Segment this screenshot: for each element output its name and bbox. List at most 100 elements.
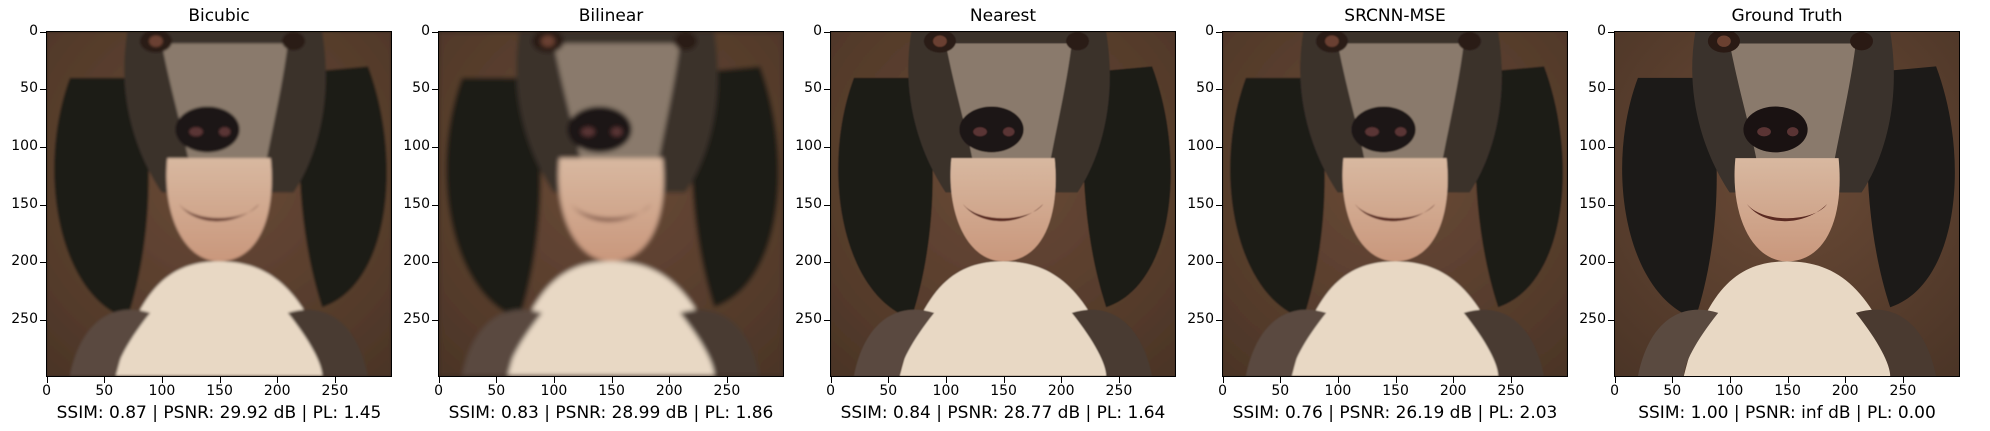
y-tick-label: 150 xyxy=(1579,195,1606,212)
y-tick-mark xyxy=(1216,89,1222,91)
metrics-caption: SSIM: 0.83 | PSNR: 28.99 dB | PL: 1.86 xyxy=(448,403,774,423)
y-tick-mark xyxy=(824,31,830,33)
y-tick-mark xyxy=(432,146,438,148)
y-tick-label: 250 xyxy=(403,310,430,327)
x-tick-label: 0 xyxy=(434,383,444,399)
x-tick-mark xyxy=(219,377,221,383)
x-tick-mark xyxy=(1672,377,1674,383)
y-tick-label: 50 xyxy=(1196,80,1214,97)
y-tick-mark xyxy=(1608,89,1614,91)
y-tick-label: 200 xyxy=(403,253,430,270)
x-tick-label: 250 xyxy=(1105,383,1133,399)
x-tick-mark xyxy=(1222,377,1224,383)
y-tick-mark xyxy=(40,319,46,321)
panel-nearest: Nearest 0 50 100 150 200 250 0 50 100 150 2 xyxy=(784,0,1176,431)
y-tick-label: 0 xyxy=(29,22,38,39)
x-tick-label: 150 xyxy=(1774,383,1801,399)
y-tick-mark xyxy=(432,89,438,91)
y-tick-mark xyxy=(432,319,438,321)
x-tick-mark xyxy=(830,377,832,383)
y-tick-mark xyxy=(1608,146,1614,148)
x-tick-label: 50 xyxy=(1271,383,1290,399)
x-tick-mark xyxy=(1395,377,1397,383)
y-tick-label: 200 xyxy=(11,253,38,270)
y-tick-label: 0 xyxy=(813,22,822,39)
y-tick-label: 0 xyxy=(421,22,430,39)
x-tick-label: 250 xyxy=(1889,383,1917,399)
x-tick-mark xyxy=(1337,377,1339,383)
x-tick-label: 200 xyxy=(1831,383,1859,399)
x-tick-mark xyxy=(1729,377,1731,383)
panel-bicubic: Bicubic 0 50 100 150 200 250 0 50 100 150 2 xyxy=(0,0,392,431)
y-tick-mark xyxy=(1216,204,1222,206)
y-tick-mark xyxy=(40,204,46,206)
y-tick-label: 100 xyxy=(795,137,822,154)
y-tick-mark xyxy=(824,319,830,321)
y-tick-mark xyxy=(1608,31,1614,33)
y-tick-mark xyxy=(824,262,830,264)
x-tick-mark xyxy=(1902,377,1904,383)
x-tick-label: 100 xyxy=(1716,383,1744,399)
metrics-caption: SSIM: 0.76 | PSNR: 26.19 dB | PL: 2.03 xyxy=(1232,403,1558,423)
panel-title: SRCNN-MSE xyxy=(1344,6,1446,26)
x-tick-label: 200 xyxy=(263,383,291,399)
y-tick-mark xyxy=(1608,262,1614,264)
y-tick-mark xyxy=(40,89,46,91)
y-tick-mark xyxy=(1216,31,1222,33)
y-tick-label: 150 xyxy=(1187,195,1214,212)
x-tick-mark xyxy=(277,377,279,383)
x-tick-label: 150 xyxy=(598,383,625,399)
y-tick-label: 250 xyxy=(795,310,822,327)
dog-image xyxy=(439,32,783,376)
x-tick-label: 0 xyxy=(42,383,52,399)
x-tick-label: 100 xyxy=(540,383,568,399)
x-tick-mark xyxy=(945,377,947,383)
x-tick-label: 0 xyxy=(1218,383,1228,399)
x-tick-label: 250 xyxy=(321,383,349,399)
x-tick-mark xyxy=(1787,377,1789,383)
y-tick-mark xyxy=(432,31,438,33)
y-tick-label: 150 xyxy=(11,195,38,212)
y-tick-mark xyxy=(1216,319,1222,321)
y-tick-mark xyxy=(40,146,46,148)
image-plot xyxy=(438,31,784,377)
image-plot xyxy=(46,31,392,377)
x-tick-mark xyxy=(553,377,555,383)
dog-image xyxy=(1223,32,1567,376)
panel-srcnn-mse: SRCNN-MSE 0 50 100 150 200 250 0 50 100 15 xyxy=(1176,0,1568,431)
y-tick-label: 200 xyxy=(1579,253,1606,270)
dog-image xyxy=(47,32,391,376)
x-tick-mark xyxy=(334,377,336,383)
dog-image xyxy=(831,32,1175,376)
metrics-caption: SSIM: 0.84 | PSNR: 28.77 dB | PL: 1.64 xyxy=(840,403,1166,423)
metrics-caption: SSIM: 0.87 | PSNR: 29.92 dB | PL: 1.45 xyxy=(56,403,382,423)
panel-title: Ground Truth xyxy=(1731,6,1843,26)
x-tick-mark xyxy=(1510,377,1512,383)
x-tick-label: 150 xyxy=(990,383,1017,399)
y-tick-label: 100 xyxy=(1187,137,1214,154)
y-tick-mark xyxy=(824,89,830,91)
y-tick-label: 200 xyxy=(1187,253,1214,270)
y-tick-label: 100 xyxy=(403,137,430,154)
panel-title: Bilinear xyxy=(578,6,644,26)
panel-title: Nearest xyxy=(969,6,1037,26)
dog-image xyxy=(1615,32,1959,376)
y-tick-label: 0 xyxy=(1205,22,1214,39)
y-tick-mark xyxy=(824,146,830,148)
y-tick-mark xyxy=(1608,204,1614,206)
x-tick-label: 100 xyxy=(148,383,176,399)
panel-bilinear: Bilinear 0 50 100 150 200 250 0 50 100 150 xyxy=(392,0,784,431)
y-tick-mark xyxy=(432,262,438,264)
x-tick-mark xyxy=(1453,377,1455,383)
x-tick-mark xyxy=(496,377,498,383)
x-tick-label: 0 xyxy=(826,383,836,399)
x-tick-label: 200 xyxy=(655,383,683,399)
x-tick-label: 0 xyxy=(1610,383,1620,399)
y-tick-label: 250 xyxy=(1187,310,1214,327)
y-tick-label: 150 xyxy=(403,195,430,212)
y-tick-mark xyxy=(824,204,830,206)
y-tick-label: 100 xyxy=(1579,137,1606,154)
y-tick-label: 50 xyxy=(1588,80,1606,97)
x-tick-mark xyxy=(1614,377,1616,383)
x-tick-mark xyxy=(611,377,613,383)
